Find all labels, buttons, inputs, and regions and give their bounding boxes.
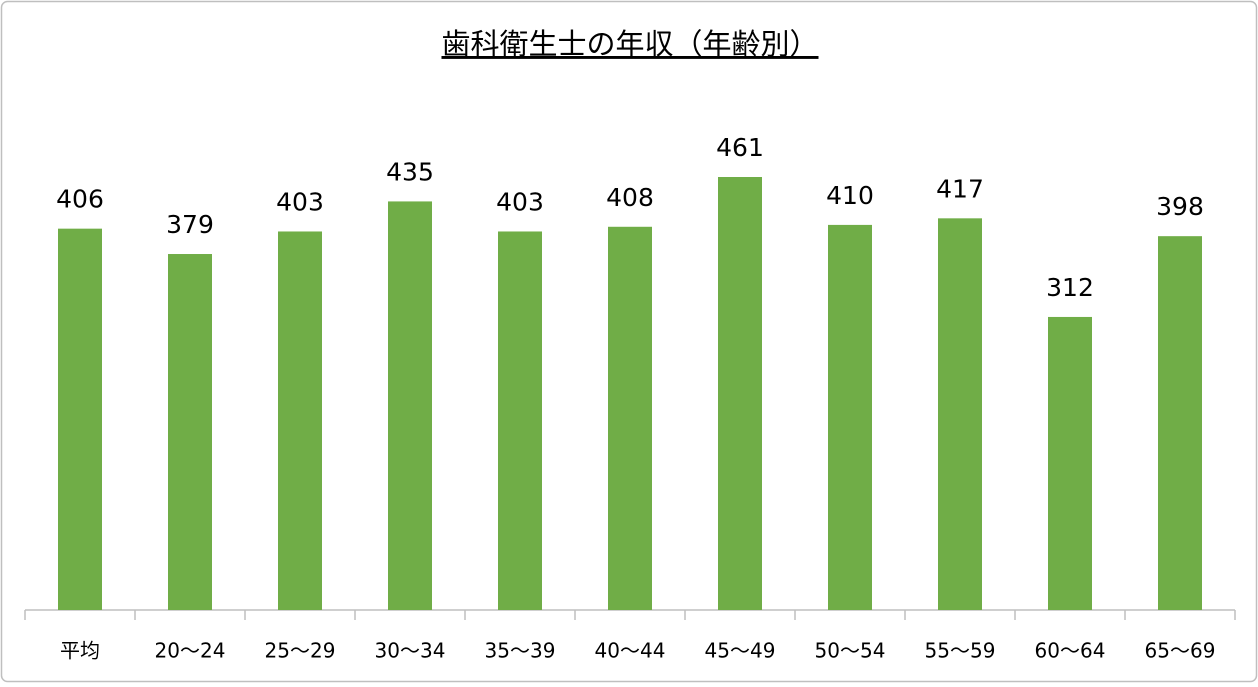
x-tick-label: 40〜44 xyxy=(595,639,666,663)
data-label: 403 xyxy=(496,187,544,216)
data-label: 403 xyxy=(276,187,324,216)
data-label: 398 xyxy=(1156,192,1204,221)
x-tick-label: 55〜59 xyxy=(925,639,996,663)
x-tick-label: 50〜54 xyxy=(815,639,886,663)
x-tick-label: 35〜39 xyxy=(485,639,556,663)
x-tick-label: 平均 xyxy=(60,639,100,663)
data-label: 410 xyxy=(826,181,874,210)
bar xyxy=(608,226,652,610)
x-tick-label: 30〜34 xyxy=(375,639,446,663)
bar xyxy=(498,231,542,610)
bar xyxy=(1158,236,1202,611)
data-label: 379 xyxy=(166,210,214,239)
bar xyxy=(388,201,432,610)
bar xyxy=(58,228,102,611)
data-label: 408 xyxy=(606,183,654,212)
x-tick-label: 45〜49 xyxy=(705,639,776,663)
data-label: 417 xyxy=(936,174,984,203)
x-tick-label: 25〜29 xyxy=(265,639,336,663)
x-tick-label: 60〜64 xyxy=(1035,639,1106,663)
bar xyxy=(718,177,762,610)
x-tick-label: 65〜69 xyxy=(1145,639,1216,663)
data-label: 461 xyxy=(716,133,764,162)
x-tick-label: 20〜24 xyxy=(155,639,226,663)
data-label: 312 xyxy=(1046,273,1094,302)
bar xyxy=(938,218,982,610)
data-label: 435 xyxy=(386,157,434,186)
data-label: 406 xyxy=(56,185,104,214)
bar xyxy=(1048,316,1092,610)
chart-title: 歯科衛生士の年収（年齢別） xyxy=(441,27,818,61)
bar xyxy=(828,224,872,610)
bar xyxy=(278,231,322,610)
bar xyxy=(168,254,212,610)
